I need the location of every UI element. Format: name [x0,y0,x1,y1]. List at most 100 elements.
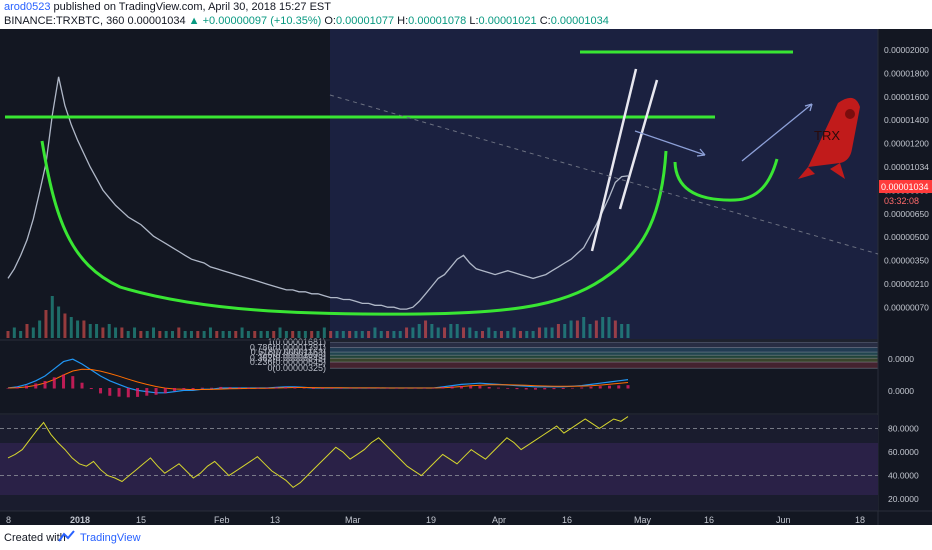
rocket-icon[interactable] [798,97,860,179]
projection-arrow-1[interactable] [634,130,706,156]
fib-labels: 1(0.00001681)0.786(0.00001391)0.618(0.00… [250,337,326,373]
chart-plot[interactable]: 1(0.00001681) 0.786(0.00001391) 0.618(0.00… [0,29,932,525]
macd-hist-bar [506,388,510,389]
time-axis: 8 2018 15 Feb 13 Mar 19 Apr 16 May 16 Jun 18 [6,515,865,525]
volume-bar [88,324,92,338]
macd-hist-bar [543,388,547,390]
arrow-head-2-icon [804,103,813,112]
price-axis-label: 0.00000350 [884,256,929,266]
signal-line [7,368,629,391]
volume-bar [189,331,193,338]
tradingview-brand[interactable]: TradingView [80,532,141,544]
projection-arrow-2[interactable] [741,103,813,162]
volume-bar [367,331,371,338]
volume-bar [272,331,276,338]
price-axis-label: 0.00002000 [884,45,929,55]
trend-line[interactable] [329,94,879,255]
volume-bar [626,324,630,338]
macd-hist-bar [173,388,177,392]
volume-bar [101,327,105,338]
cup-drawing[interactable] [40,140,668,316]
ohlc-line: BINANCE:TRXBTC, 360 0.00001034 ▲ +0.0000… [4,15,609,27]
high-value: 0.00001078 [408,15,467,27]
volume-bar [417,324,421,338]
volume-bar [170,331,174,338]
fib-level-label: 0(0.00000325) [267,363,326,373]
volume-bar [556,324,560,338]
volume-bar [196,331,200,338]
rsi-axis-label: 80.0000 [888,423,919,433]
macd-hist-bar [524,388,528,390]
macd-hist-bar [570,387,574,389]
volume-bar [139,331,143,338]
price-line [7,76,629,310]
volume-bar [341,331,345,338]
macd-hist-bar [108,388,112,396]
price-axis-label: 0.00001034 [884,162,929,172]
last-price-badge [879,180,932,193]
price-change: +0.00000097 (+10.35%) [202,15,322,27]
price-axis: 0.00002000 0.00001800 0.00001600 0.00001400… [884,45,929,312]
volume-bar [613,320,617,338]
volume-bar [44,310,48,338]
volume-bar [145,331,149,338]
time-axis-label: 16 [704,515,714,525]
volume-bar [183,331,187,338]
volume-bar [443,327,447,338]
volume-bar [278,327,282,338]
volume-bar [474,331,478,338]
volume-bar [316,331,320,338]
volume-bar [575,320,579,338]
author-link[interactable]: arod0523 [4,1,51,13]
volume-bar [259,331,263,338]
symbol-label: BINANCE:TRXBTC, 360 [4,15,125,27]
time-axis-label: Mar [345,515,361,525]
channel-line-1[interactable] [590,68,638,252]
volume-bar [335,331,339,338]
price-axis-label: 0.00001800 [884,68,929,78]
macd-hist-bar [561,388,565,389]
volume-bar [208,327,212,338]
volume-bar [594,320,598,338]
macd-hist-bar [552,388,556,390]
volume-bar [499,331,503,338]
chart-svg[interactable]: 1(0.00001681)0.786(0.00001391)0.618(0.00… [0,29,932,525]
low-label: L: [469,15,479,27]
volume-bar [348,331,352,338]
macd-hist-bar [395,388,399,389]
channel-line-2[interactable] [618,79,659,210]
volume-bar [246,331,250,338]
volume-bar [114,327,118,338]
time-axis-label: Feb [214,515,230,525]
volume-bar [234,331,238,338]
volume-bar [63,313,67,338]
volume-bar [322,327,326,338]
macd-hist-bar [256,387,260,389]
volume-bar [493,331,497,338]
volume-bar [202,331,206,338]
macd-hist-bar [62,374,66,389]
volume-bar [544,327,548,338]
macd-hist-bar [626,385,630,389]
price-axis-label: 0.00000650 [884,209,929,219]
last-price: 0.00001034 [127,15,186,27]
handle-drawing[interactable] [673,158,779,202]
macd-hist-bar [598,386,602,389]
macd-axis-label: 0.0000 [888,354,914,364]
time-axis-label: Jun [776,515,791,525]
volume-bar [512,327,516,338]
macd-hist-bar [182,388,186,390]
macd-hist-bar [43,380,47,389]
volume-bar [291,331,295,338]
volume-bar [392,331,396,338]
macd-hist-bar [358,388,362,389]
created-with-text: Created with [4,532,66,544]
volume-bar [354,331,358,338]
rocket-label: TRX [814,128,840,143]
volume-bar [329,331,333,338]
volume-bar [563,324,567,338]
fib-zone [330,355,878,359]
fib-zone [330,352,878,356]
fib-level-label: 1(0.00001681) [267,337,326,347]
volume-bars [6,296,630,338]
